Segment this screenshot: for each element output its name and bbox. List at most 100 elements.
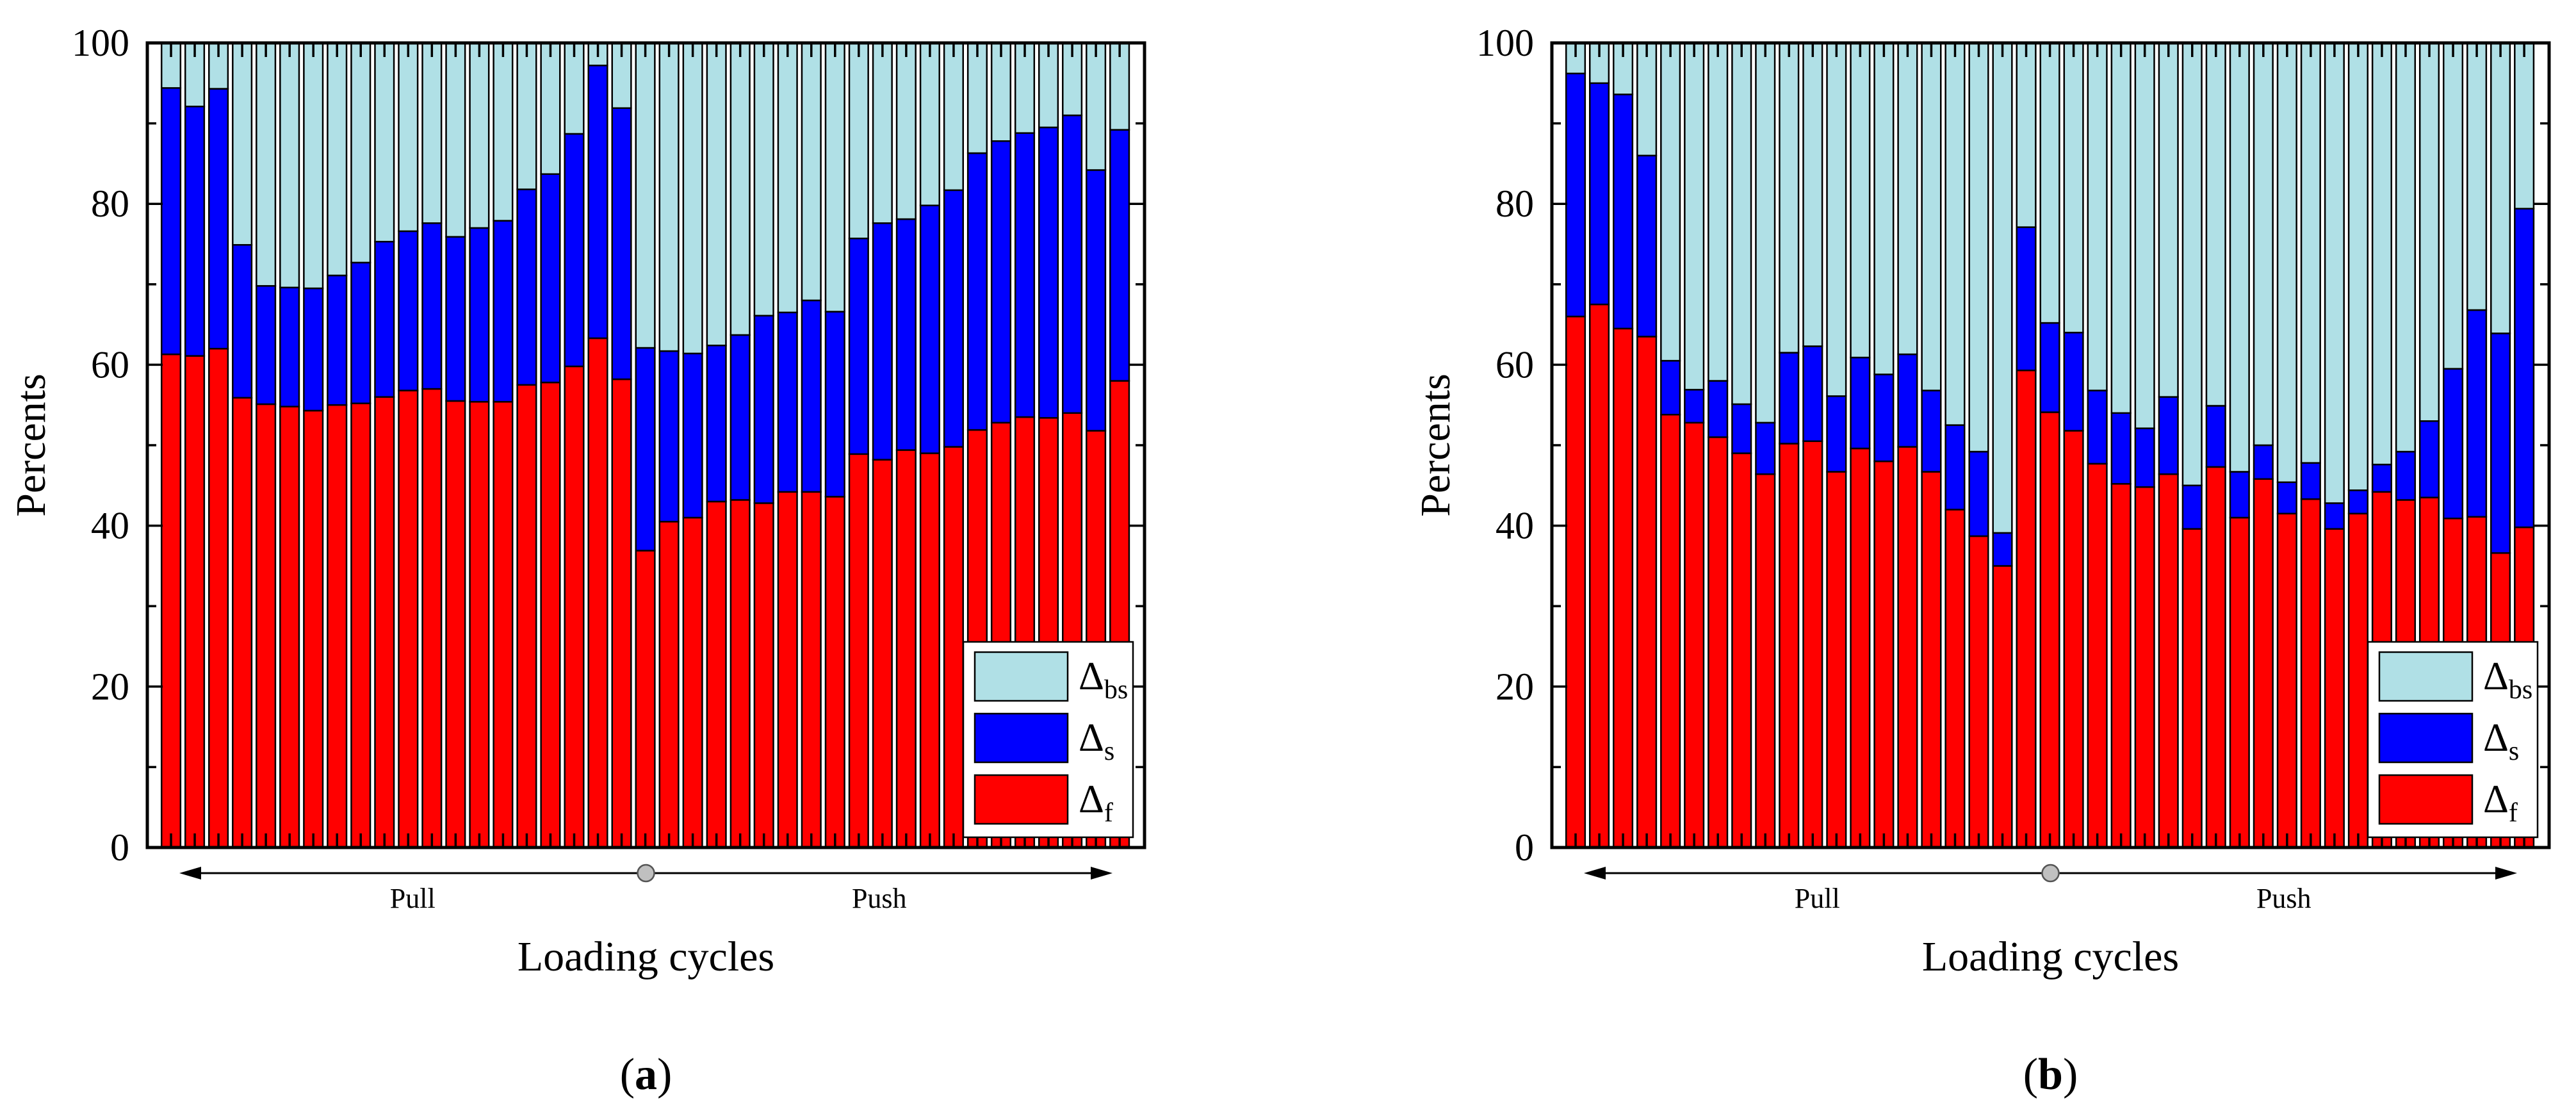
bar-f-19 xyxy=(587,337,608,849)
push-label: Push xyxy=(852,883,907,914)
bar-bs-15 xyxy=(493,42,514,222)
bar-s-21 xyxy=(2039,322,2060,413)
legend-label-bs: Δbs xyxy=(1079,655,1128,705)
bar-s-39 xyxy=(2466,309,2488,518)
bar-s-33 xyxy=(2324,502,2345,530)
y-tick-label: 60 xyxy=(1496,343,1534,386)
bar-f-3 xyxy=(1613,327,1634,849)
panel-letter-b: b xyxy=(2038,1050,2063,1099)
bar-f-13 xyxy=(445,400,466,849)
bar-s-37 xyxy=(2418,420,2440,498)
bar-s-13 xyxy=(1850,356,1871,450)
bar-f-12 xyxy=(421,388,443,849)
bar-f-4 xyxy=(1636,336,1658,849)
bar-bs-31 xyxy=(2276,42,2297,484)
y-axis-title-a: Percents xyxy=(8,373,54,517)
bar-bs-8 xyxy=(327,42,348,277)
bar-bs-12 xyxy=(1826,42,1847,397)
bar-f-18 xyxy=(1968,535,1989,849)
bar-bs-7 xyxy=(1708,42,1729,382)
bar-bs-37 xyxy=(1014,42,1036,134)
bar-s-20 xyxy=(2016,226,2037,372)
bar-s-25 xyxy=(2134,427,2155,488)
bar-s-22 xyxy=(2063,331,2084,432)
bar-f-26 xyxy=(2158,473,2179,849)
bar-bs-39 xyxy=(2466,42,2488,311)
bar-s-18 xyxy=(564,133,585,368)
bar-f-29 xyxy=(824,496,845,849)
bar-s-14 xyxy=(469,227,490,403)
x-axis-title-b: Loading cycles xyxy=(1922,933,2179,980)
bar-bs-40 xyxy=(1086,42,1107,171)
bar-s-26 xyxy=(753,315,774,504)
bar-s-20 xyxy=(611,107,632,381)
bar-f-29 xyxy=(2229,516,2250,849)
panel-label-b: (b) xyxy=(2023,1050,2078,1099)
bar-bs-27 xyxy=(777,42,798,314)
bar-f-5 xyxy=(256,403,277,849)
bar-bs-36 xyxy=(2395,42,2417,453)
bar-s-34 xyxy=(943,189,964,448)
bar-f-34 xyxy=(2347,512,2368,849)
bar-f-31 xyxy=(2276,512,2297,849)
bar-s-38 xyxy=(2442,368,2464,520)
bar-bs-23 xyxy=(682,42,703,355)
y-tick-label: 80 xyxy=(91,183,129,225)
bar-f-21 xyxy=(635,550,656,849)
bar-bs-13 xyxy=(1850,42,1871,359)
midpoint-marker xyxy=(2041,864,2060,883)
bar-f-16 xyxy=(1921,471,1942,849)
bar-s-27 xyxy=(2181,484,2203,530)
bar-f-26 xyxy=(753,502,774,849)
bar-s-15 xyxy=(493,220,514,403)
bar-bs-26 xyxy=(753,42,774,317)
legend-swatch-s xyxy=(974,712,1069,764)
bar-f-7 xyxy=(1708,436,1729,849)
bar-f-25 xyxy=(730,499,751,849)
legend-swatch-bs xyxy=(2378,651,2474,702)
pull-label: Pull xyxy=(1795,883,1840,914)
bar-bs-3 xyxy=(208,42,229,90)
bar-f-1 xyxy=(160,353,182,849)
bar-f-11 xyxy=(398,389,419,849)
bar-bs-35 xyxy=(2371,42,2393,466)
bar-f-28 xyxy=(2205,466,2226,849)
bar-s-30 xyxy=(848,237,869,455)
bar-f-24 xyxy=(706,500,727,849)
bar-bs-6 xyxy=(1684,42,1705,391)
bar-f-15 xyxy=(1897,446,1918,849)
y-tick-labels-b: 0 20 40 60 80 100 xyxy=(1476,22,1534,869)
panel-letter-a: a xyxy=(635,1050,657,1099)
y-tick-label: 40 xyxy=(1496,505,1534,547)
bar-s-15 xyxy=(1897,353,1918,448)
bar-f-25 xyxy=(2134,486,2155,849)
bar-s-8 xyxy=(327,274,348,406)
bar-f-22 xyxy=(658,521,680,849)
chart-panel-b: 0 20 40 60 80 100 Percents Pull Push Loading … xyxy=(1412,22,2551,1099)
bar-f-9 xyxy=(350,402,371,849)
y-tick-label: 100 xyxy=(72,22,129,64)
bar-bs-17 xyxy=(540,42,561,175)
bar-bs-33 xyxy=(2324,42,2345,504)
bar-s-29 xyxy=(824,311,845,498)
bar-f-1 xyxy=(1565,315,1586,849)
bar-bs-5 xyxy=(256,42,277,287)
bar-f-32 xyxy=(2300,498,2321,849)
bar-bs-16 xyxy=(1921,42,1942,391)
bar-f-2 xyxy=(1588,303,1610,849)
bar-s-29 xyxy=(2229,471,2250,519)
bar-bs-33 xyxy=(919,42,940,206)
bar-bs-12 xyxy=(421,42,443,224)
bar-bs-29 xyxy=(824,42,845,313)
bar-s-31 xyxy=(872,222,893,461)
bar-f-13 xyxy=(1850,447,1871,849)
bar-bs-34 xyxy=(2347,42,2368,491)
bar-f-16 xyxy=(516,384,537,849)
bar-s-17 xyxy=(540,173,561,384)
bar-bs-41 xyxy=(1109,42,1130,131)
bar-bs-13 xyxy=(445,42,466,238)
direction-arrow-a: Pull Push xyxy=(179,864,1113,914)
pull-label: Pull xyxy=(390,883,436,914)
bar-s-10 xyxy=(1779,352,1800,445)
legend-label-s: Δs xyxy=(2483,716,2519,766)
